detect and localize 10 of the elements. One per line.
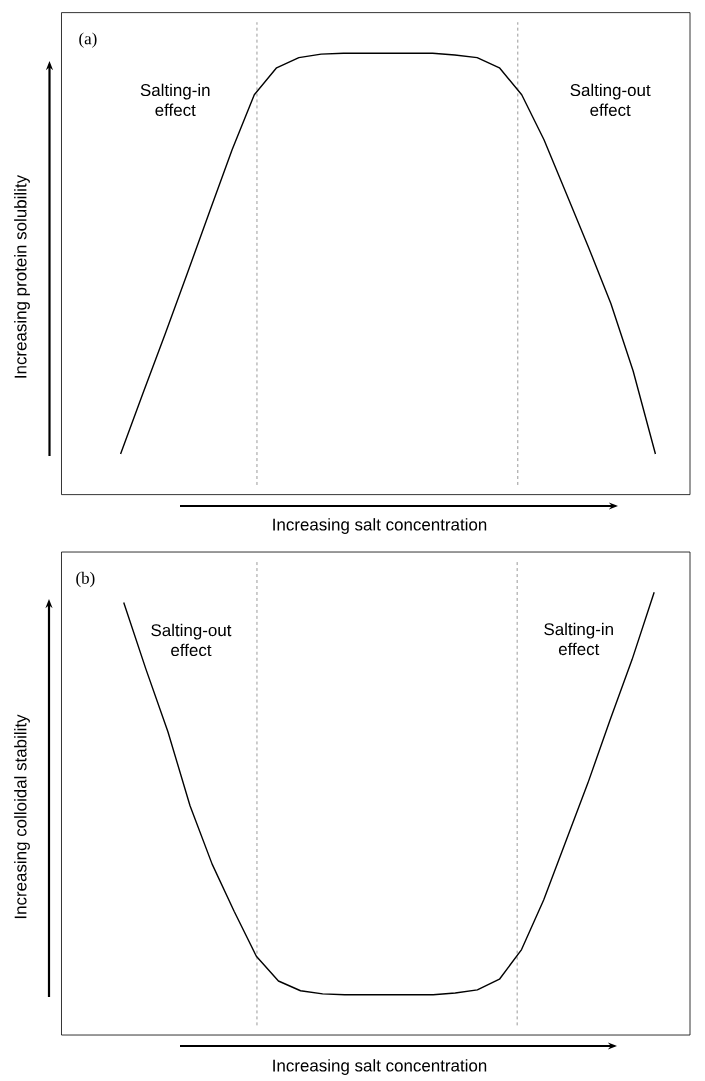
chart-title: (a) xyxy=(79,32,97,48)
chart-title: (b) xyxy=(76,571,95,588)
y-axis-title: Increasing protein solubility xyxy=(14,174,30,378)
x-axis-title: Increasing salt concentration xyxy=(273,1059,487,1075)
x-axis-title: Increasing salt concentration xyxy=(273,518,487,534)
annotation: Salting-out effect xyxy=(151,623,232,657)
annotation: Salting-in effect xyxy=(544,622,613,656)
y-axis-title: Increasing colloidal stability xyxy=(14,714,30,919)
annotation: Salting-in effect xyxy=(140,83,210,117)
annotation: Salting-out effect xyxy=(570,83,651,117)
